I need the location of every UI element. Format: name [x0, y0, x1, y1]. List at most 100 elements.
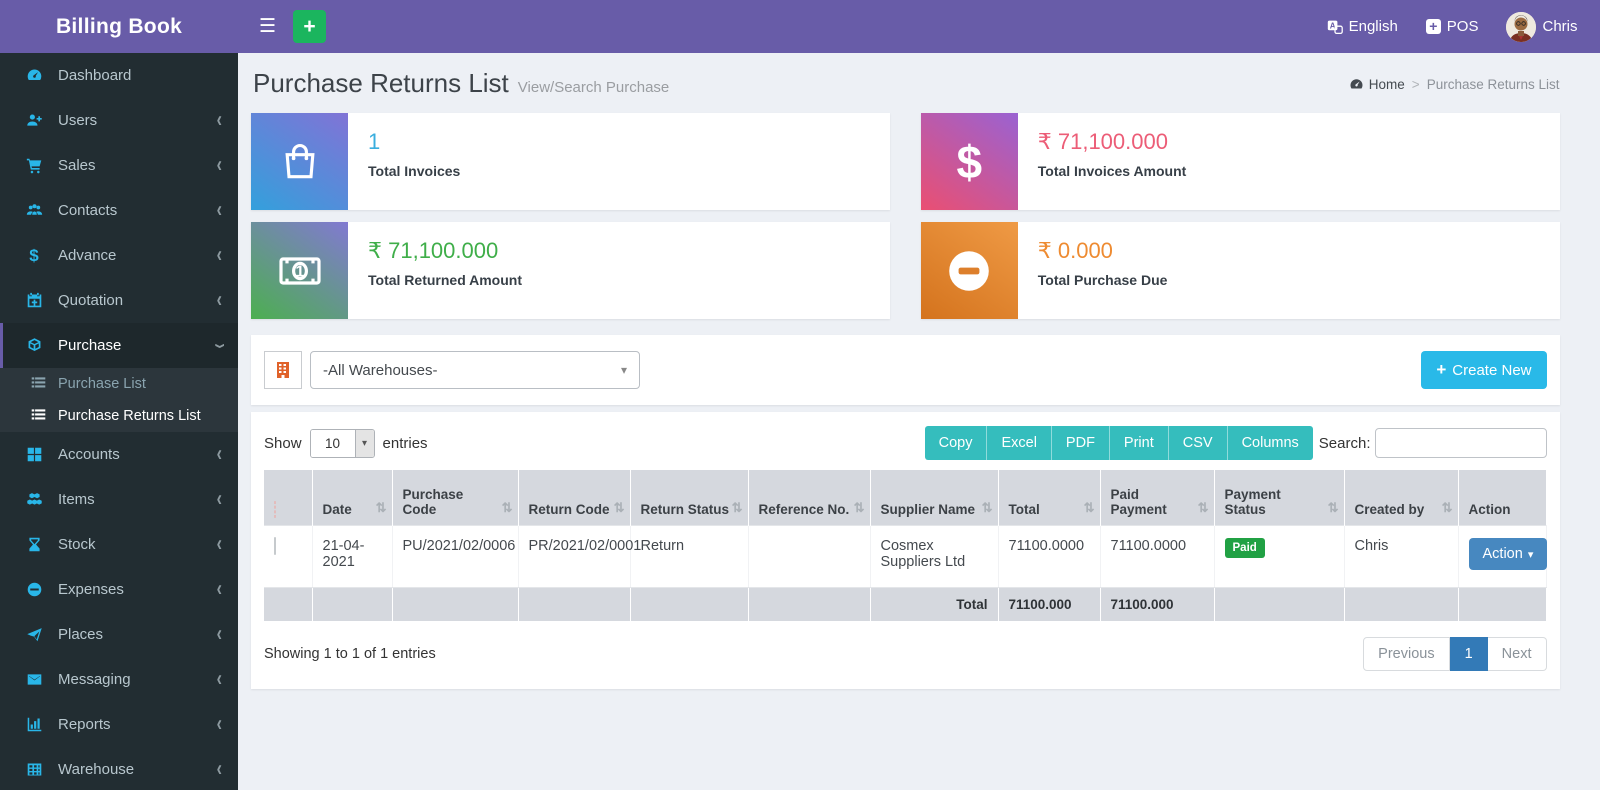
sidebar-item-accounts[interactable]: Accounts ‹	[0, 432, 238, 477]
cell-reference-no	[748, 524, 871, 588]
export-buttons: Copy Excel PDF Print CSV Columns	[924, 426, 1313, 460]
language-selector[interactable]: A English	[1327, 18, 1398, 35]
sidebar-item-label: Items	[58, 491, 95, 508]
stat-card-total-invoices-amount: $ ₹ 71,100.000 Total Invoices Amount	[920, 113, 1560, 210]
sort-icon[interactable]: ⇅	[501, 499, 513, 515]
chevron-left-icon: ‹	[216, 152, 222, 177]
gauge-icon	[24, 67, 44, 84]
select-all-checkbox[interactable]	[274, 500, 276, 518]
sidebar-item-label: Purchase	[58, 337, 122, 354]
previous-page-button[interactable]: Previous	[1363, 637, 1450, 671]
list-icon	[30, 374, 48, 395]
footer-total-label: Total	[870, 587, 999, 621]
bar-chart-icon	[24, 716, 44, 733]
sort-icon[interactable]: ⇅	[1441, 499, 1453, 515]
header-action: Action	[1458, 470, 1546, 525]
sidebar-item-places[interactable]: Places ‹	[0, 612, 238, 657]
pos-button[interactable]: + POS	[1425, 18, 1478, 35]
header-payment-status[interactable]: Payment Status ⇅	[1214, 470, 1345, 525]
sort-icon[interactable]: ⇅	[853, 499, 865, 515]
sidebar-item-items[interactable]: Items ‹	[0, 477, 238, 522]
header-return-status[interactable]: Return Status ⇅	[630, 470, 749, 525]
chevron-left-icon: ‹	[216, 242, 222, 267]
sidebar-subitem-purchase-returns-list[interactable]: Purchase Returns List	[0, 400, 238, 432]
dollar-icon: $	[920, 113, 1018, 210]
sidebar-item-advance[interactable]: $ Advance ‹	[0, 233, 238, 278]
stat-card-total-purchase-due: ₹ 0.000 Total Purchase Due	[920, 222, 1560, 319]
chevron-down-icon: ▾	[620, 363, 627, 377]
create-new-button[interactable]: + Create New	[1421, 351, 1547, 389]
sort-icon[interactable]: ⇅	[375, 499, 387, 515]
sidebar-item-purchase[interactable]: Purchase ‹	[0, 323, 238, 368]
sidebar-item-reports[interactable]: Reports ‹	[0, 702, 238, 747]
next-page-button[interactable]: Next	[1487, 637, 1547, 671]
sidebar-item-warehouse[interactable]: Warehouse ‹	[0, 747, 238, 790]
header-paid-payment[interactable]: Paid Payment ⇅	[1100, 470, 1215, 525]
user-plus-icon	[24, 112, 44, 129]
app-title: Billing Book	[0, 0, 238, 53]
sort-icon[interactable]: ⇅	[981, 499, 993, 515]
cell-total: 71100.0000	[998, 524, 1101, 588]
sidebar-subitem-purchase-list[interactable]: Purchase List	[0, 368, 238, 400]
sidebar-subitem-label: Purchase List	[58, 376, 146, 392]
quick-add-button[interactable]: +	[293, 10, 327, 43]
user-menu[interactable]: Chris	[1506, 11, 1578, 42]
breadcrumb-home-label: Home	[1368, 77, 1405, 92]
grid-icon	[24, 446, 44, 463]
columns-button[interactable]: Columns	[1227, 426, 1313, 460]
warehouse-icon	[264, 351, 302, 389]
chevron-left-icon: ‹	[216, 756, 222, 781]
print-button[interactable]: Print	[1109, 426, 1169, 460]
header-total[interactable]: Total ⇅	[998, 470, 1101, 525]
row-checkbox[interactable]	[274, 536, 276, 555]
page-length-select[interactable]: 10 ▾	[309, 428, 375, 458]
header-purchase-code[interactable]: Purchase Code ⇅	[392, 470, 519, 525]
header-date[interactable]: Date ⇅	[312, 470, 393, 525]
sidebar-item-expenses[interactable]: Expenses ‹	[0, 567, 238, 612]
sort-icon[interactable]: ⇅	[731, 499, 743, 515]
stat-card-total-returned-amount: 1 ₹ 71,100.000 Total Returned Amount	[251, 222, 890, 319]
sidebar-item-label: Stock	[58, 536, 96, 553]
sidebar-item-contacts[interactable]: Contacts ‹	[0, 188, 238, 233]
header-select-all[interactable]	[264, 470, 313, 525]
warehouse-select[interactable]: -All Warehouses- ▾	[310, 351, 640, 389]
cube-icon	[24, 337, 44, 354]
table-panel: Show 10 ▾ entries Copy Excel PDF Print	[251, 412, 1560, 689]
sort-icon[interactable]: ⇅	[1197, 499, 1209, 515]
header-supplier-name[interactable]: Supplier Name ⇅	[870, 470, 999, 525]
sidebar-item-quotation[interactable]: Quotation ‹	[0, 278, 238, 323]
pagination: Previous 1 Next	[1363, 637, 1547, 671]
breadcrumb-home-link[interactable]: Home	[1349, 77, 1405, 92]
sidebar-item-messaging[interactable]: Messaging ‹	[0, 657, 238, 702]
header-reference-no[interactable]: Reference No. ⇅	[748, 470, 871, 525]
page-title: Purchase Returns List	[253, 68, 509, 98]
row-action-button[interactable]: Action ▾	[1468, 537, 1548, 570]
sidebar-item-label: Warehouse	[58, 761, 135, 778]
sidebar-item-dashboard[interactable]: Dashboard	[0, 53, 238, 98]
purchase-returns-table: Date ⇅ Purchase Code ⇅ Return Code ⇅ Return…	[264, 470, 1548, 621]
sidebar-item-stock[interactable]: Stock ‹	[0, 522, 238, 567]
pdf-button[interactable]: PDF	[1051, 426, 1110, 460]
hamburger-menu-icon[interactable]: ☰	[259, 16, 277, 37]
stat-value: ₹ 0.000	[1037, 238, 1113, 263]
cell-return-status: Return	[630, 524, 749, 588]
header-return-code[interactable]: Return Code ⇅	[518, 470, 631, 525]
page-number-button[interactable]: 1	[1449, 637, 1488, 671]
shopping-bag-icon	[251, 113, 348, 210]
excel-button[interactable]: Excel	[987, 426, 1052, 460]
sidebar-item-sales[interactable]: Sales ‹	[0, 143, 238, 188]
search-input[interactable]	[1374, 428, 1547, 458]
header-created-by[interactable]: Created by ⇅	[1344, 470, 1459, 525]
language-label: English	[1348, 18, 1398, 35]
cubes-icon	[24, 491, 44, 508]
sort-icon[interactable]: ⇅	[613, 499, 625, 515]
page-length-control: Show 10 ▾ entries	[264, 428, 428, 458]
sidebar-item-label: Messaging	[58, 671, 131, 688]
chevron-left-icon: ‹	[216, 441, 222, 466]
sidebar-item-users[interactable]: Users ‹	[0, 98, 238, 143]
csv-button[interactable]: CSV	[1168, 426, 1228, 460]
table-row: 21-04-2021 PU/2021/02/0006 PR/2021/02/00…	[264, 524, 1548, 588]
sort-icon[interactable]: ⇅	[1083, 499, 1095, 515]
copy-button[interactable]: Copy	[924, 426, 988, 460]
sort-icon[interactable]: ⇅	[1327, 499, 1339, 515]
